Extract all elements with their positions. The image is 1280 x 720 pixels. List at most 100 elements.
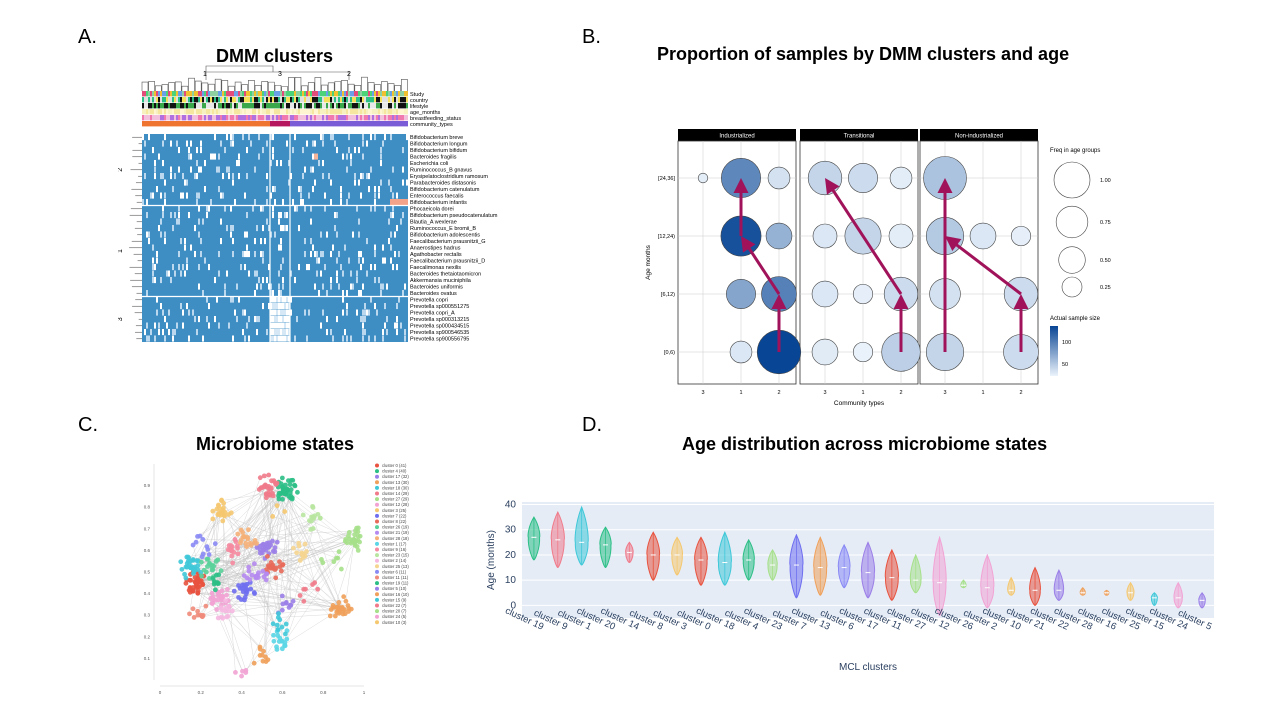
- heatmap-cell: [224, 205, 226, 212]
- dendrogram-branch: [221, 80, 229, 91]
- heatmap-cell: [280, 335, 282, 342]
- heatmap-cell: [174, 329, 176, 336]
- heatmap-cell: [168, 270, 170, 277]
- annotation-cell: [182, 97, 184, 103]
- network-node: [340, 611, 346, 617]
- heatmap-cell: [276, 322, 278, 329]
- heatmap-cell: [382, 335, 384, 342]
- legend-swatch: [375, 497, 379, 502]
- network-node: [251, 561, 257, 567]
- legend-label: cluster 23 (15): [382, 553, 409, 558]
- annotation-cell: [392, 103, 394, 109]
- annotation-label: Study: [410, 92, 424, 98]
- heatmap-cell: [150, 192, 152, 199]
- annotation-cell: [324, 97, 326, 103]
- heatmap-cell: [236, 316, 238, 323]
- heatmap-cell: [362, 140, 364, 147]
- annotation-cell: [214, 121, 216, 127]
- annotation-cell: [272, 109, 274, 115]
- annotation-cell: [292, 115, 294, 121]
- network-node: [283, 600, 289, 605]
- network-node: [266, 540, 272, 546]
- heatmap-cell: [258, 316, 260, 323]
- heatmap-cell: [148, 238, 150, 245]
- heatmap-cell: [272, 290, 274, 297]
- network-node: [199, 573, 204, 579]
- annotation-cell: [388, 115, 390, 121]
- annotation-cell: [328, 103, 330, 109]
- heatmap-cell: [404, 199, 406, 206]
- network-node: [257, 644, 263, 650]
- heatmap-cell: [398, 199, 400, 206]
- heatmap-cell: [330, 179, 332, 186]
- heatmap-cell: [322, 160, 324, 167]
- heatmap-cell: [220, 192, 222, 199]
- annotation-cell: [354, 115, 356, 121]
- heatmap-cell: [242, 329, 244, 336]
- network-node: [247, 540, 253, 546]
- heatmap-cell: [214, 316, 216, 323]
- annotation-cell: [276, 91, 278, 97]
- taxon-label: Bacteroides uniformis: [410, 285, 463, 291]
- network-edge: [215, 488, 269, 544]
- network-edge: [202, 603, 287, 617]
- heatmap-cell: [280, 160, 282, 167]
- annotation-cell: [302, 121, 304, 127]
- annotation-cell: [230, 91, 232, 97]
- y-tick-label: 0.5: [144, 570, 151, 575]
- annotation-cell: [166, 115, 168, 121]
- heatmap-cell: [382, 257, 384, 264]
- annotation-cell: [282, 109, 284, 115]
- heatmap-cell: [292, 199, 294, 206]
- annotation-cell: [146, 103, 148, 109]
- annotation-cell: [380, 91, 382, 97]
- heatmap-cell: [158, 153, 160, 160]
- annotation-cell: [308, 103, 310, 109]
- annotation-cell: [202, 103, 204, 109]
- heatmap-cell: [362, 335, 364, 342]
- annotation-cell: [152, 103, 154, 109]
- heatmap-cell: [198, 264, 200, 271]
- heatmap-cell: [144, 173, 146, 180]
- annotation-cell: [322, 109, 324, 115]
- annotation-cell: [150, 103, 152, 109]
- network-node: [287, 482, 293, 487]
- heatmap-cell: [186, 303, 188, 310]
- annotation-cell: [310, 91, 312, 97]
- annotation-cell: [194, 109, 196, 115]
- heatmap-cell: [230, 140, 232, 147]
- heatmap-cell: [246, 244, 248, 251]
- heatmap-cell: [342, 309, 344, 316]
- heatmap-cell: [386, 316, 388, 323]
- annotation-cell: [188, 115, 190, 121]
- heatmap-cell: [358, 179, 360, 186]
- annotation-cell: [366, 109, 368, 115]
- annotation-cell: [312, 109, 314, 115]
- heatmap-cell: [242, 134, 244, 141]
- heatmap-cell: [380, 290, 382, 297]
- annotation-cell: [220, 91, 222, 97]
- annotation-cell: [206, 103, 208, 109]
- annotation-cell: [370, 97, 372, 103]
- heatmap-cell: [294, 277, 296, 284]
- heatmap-cell: [180, 192, 182, 199]
- network-node: [260, 547, 266, 553]
- annotation-cell: [222, 121, 224, 127]
- heatmap-cell: [300, 186, 302, 193]
- heatmap-cell: [224, 283, 226, 290]
- heatmap-cell: [206, 205, 208, 212]
- heatmap-cell: [174, 270, 176, 277]
- heatmap-cell: [178, 251, 180, 258]
- annotation-cell: [392, 109, 394, 115]
- heatmap-cell: [204, 160, 206, 167]
- annotation-cell: [164, 109, 166, 115]
- annotation-cell: [142, 121, 144, 127]
- annotation-cell: [338, 91, 340, 97]
- network-edge: [198, 562, 272, 592]
- annotation-cell: [324, 115, 326, 121]
- annotation-cell: [262, 103, 264, 109]
- annotation-cell: [272, 115, 274, 121]
- heatmap-cell: [260, 205, 262, 212]
- annotation-cell: [220, 97, 222, 103]
- annotation-cell: [304, 115, 306, 121]
